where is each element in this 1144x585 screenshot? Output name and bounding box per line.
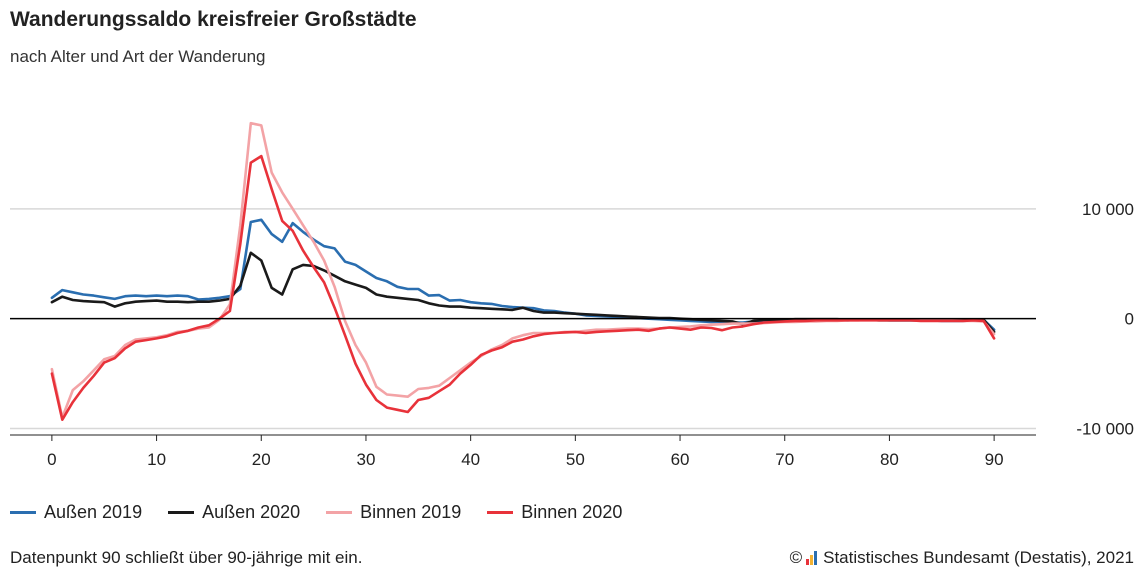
logo-bar [810, 555, 814, 565]
y-tick-label: 0 [1125, 310, 1134, 329]
legend: Außen 2019 Außen 2020 Binnen 2019 Binnen 20… [10, 502, 622, 523]
legend-swatch [168, 511, 195, 514]
logo-bar [806, 559, 810, 565]
x-tick-label: 10 [147, 450, 166, 469]
x-tick-label: 50 [566, 450, 585, 469]
series-line-au-en-2019 [50, 218, 996, 332]
x-tick-label: 20 [252, 450, 271, 469]
source-text: Statistisches Bundesamt (Destatis), 2021 [823, 548, 1134, 567]
legend-item: Außen 2019 [10, 502, 142, 523]
legend-swatch [10, 511, 36, 514]
copyright-symbol: © [789, 548, 803, 567]
legend-item: Binnen 2019 [326, 502, 461, 523]
x-tick-label: 90 [985, 450, 1004, 469]
legend-swatch [326, 511, 353, 514]
logo-bar [814, 551, 818, 565]
series-line-binnen-2020 [50, 154, 996, 422]
grid-layer [10, 208, 1036, 430]
series-layer [10, 121, 1036, 422]
line-chart: 0 10 20 30 40 50 60 70 80 90 -10 000 0 10 000 [10, 121, 1134, 469]
y-tick-label: -10 000 [1076, 420, 1134, 439]
x-tick-label: 30 [356, 450, 375, 469]
x-axis: 0 10 20 30 40 50 60 70 80 90 [10, 434, 1036, 469]
series-line-binnen-2019 [50, 121, 996, 419]
x-tick-label: 70 [775, 450, 794, 469]
y-axis: -10 000 0 10 000 [1076, 200, 1134, 439]
legend-label: Außen 2019 [44, 502, 143, 522]
legend-item: Binnen 2020 [487, 502, 622, 523]
legend-label: Binnen 2020 [521, 502, 623, 522]
x-tick-label: 60 [671, 450, 690, 469]
source-credit: © Statistisches Bundesamt (Destatis), 20… [790, 548, 1134, 568]
chart-subtitle: nach Alter und Art der Wanderung [10, 47, 266, 66]
y-tick-label: 10 000 [1082, 200, 1134, 219]
destatis-logo-icon [806, 551, 818, 565]
legend-label: Binnen 2019 [360, 502, 462, 522]
x-tick-label: 0 [47, 450, 56, 469]
legend-label: Außen 2020 [202, 502, 301, 522]
footnote: Datenpunkt 90 schließt über 90-jährige m… [10, 548, 363, 567]
chart-title: Wanderungssaldo kreisfreier Großstädte [10, 8, 417, 31]
legend-item: Außen 2020 [168, 502, 300, 523]
legend-swatch [487, 511, 514, 514]
x-tick-label: 80 [880, 450, 899, 469]
x-tick-label: 40 [461, 450, 480, 469]
